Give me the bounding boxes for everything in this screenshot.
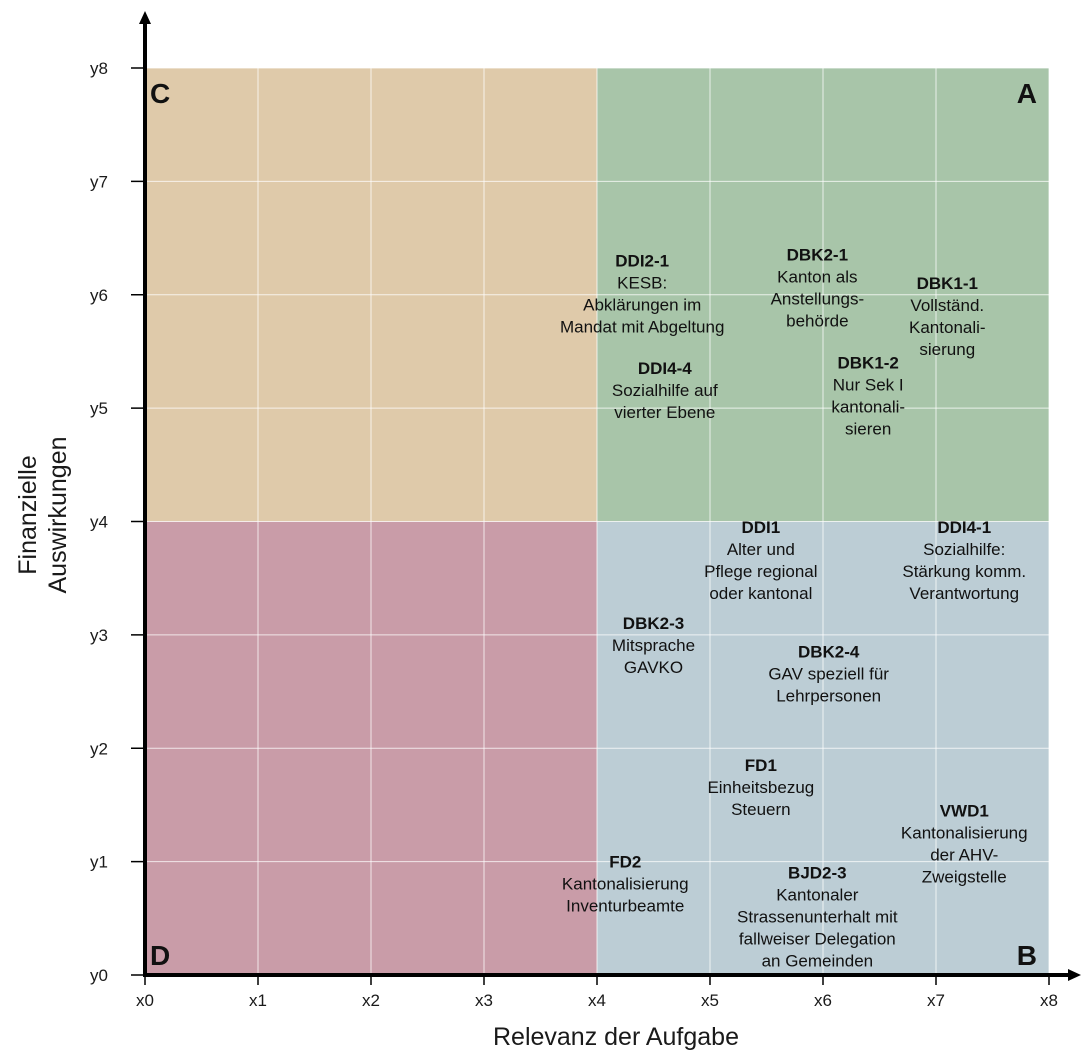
item-desc-line: Steuern bbox=[731, 800, 791, 819]
item-ddi4-4: DDI4-4 Sozialhilfe auf vierter Ebene bbox=[612, 359, 718, 422]
y-axis-title: Finanzielle Auswirkungen bbox=[14, 436, 72, 593]
item-desc-line: Lehrpersonen bbox=[776, 687, 881, 706]
item-desc-line: Anstellungs- bbox=[771, 290, 865, 309]
y-tick-label: y6 bbox=[90, 286, 108, 305]
item-desc-line: oder kantonal bbox=[709, 584, 812, 603]
item-dbk2-3: DBK2-3 Mitsprache GAVKO bbox=[612, 614, 695, 677]
y-tick-label: y3 bbox=[90, 626, 108, 645]
axis-titles-layer: Relevanz der Aufgabe Finanzielle Auswirkun… bbox=[14, 436, 739, 1051]
grid-layer bbox=[145, 67, 1050, 975]
item-desc-line: Mitsprache bbox=[612, 636, 695, 655]
quadrant-label-d: D bbox=[150, 940, 170, 971]
y-axis-arrow bbox=[139, 11, 151, 24]
item-desc-line: Zweigstelle bbox=[922, 867, 1007, 886]
item-desc-line: vierter Ebene bbox=[614, 403, 715, 422]
item-desc-line: Kantonali- bbox=[909, 318, 986, 337]
item-desc-line: Alter und bbox=[727, 540, 795, 559]
item-desc-line: Kantonalisierung bbox=[901, 823, 1028, 842]
item-fd1: FD1 Einheitsbezug Steuern bbox=[707, 756, 814, 819]
item-desc-line: Kanton als bbox=[777, 268, 857, 287]
item-code: DBK2-4 bbox=[798, 643, 860, 662]
item-code: DBK2-1 bbox=[787, 246, 848, 265]
x-tick-label: x0 bbox=[136, 991, 154, 1010]
item-code: DBK2-3 bbox=[623, 614, 684, 633]
item-code: DDI1 bbox=[741, 518, 780, 537]
item-dbk1-1: DBK1-1 Vollständ. Kantonali-sierung bbox=[909, 274, 986, 359]
item-code: DBK1-1 bbox=[917, 274, 978, 293]
item-code: DDI2-1 bbox=[615, 251, 669, 270]
item-desc-line: fallweiser Delegation bbox=[739, 930, 896, 949]
y-tick-label: y2 bbox=[90, 739, 108, 758]
item-desc-line: behörde bbox=[786, 312, 848, 331]
item-code: FD2 bbox=[609, 852, 641, 871]
item-code: BJD2-3 bbox=[788, 864, 847, 883]
item-code: FD1 bbox=[745, 756, 777, 775]
x-tick-label: x3 bbox=[475, 991, 493, 1010]
x-tick-label: x5 bbox=[701, 991, 719, 1010]
y-tick-label: y0 bbox=[90, 966, 108, 985]
quadrant-label-a: A bbox=[1017, 78, 1037, 109]
item-dbk2-1: DBK2-1 Kanton als Anstellungs-behörde bbox=[771, 246, 865, 331]
item-code: DBK1-2 bbox=[837, 353, 898, 372]
item-bjd2-3: BJD2-3 Kantonaler Strassenunterhalt mit fal… bbox=[737, 864, 898, 971]
x-tick-label: x4 bbox=[588, 991, 606, 1010]
item-desc-line: Pflege regional bbox=[704, 562, 817, 581]
item-code: DDI4-1 bbox=[937, 518, 991, 537]
y-tick-label: y1 bbox=[90, 853, 108, 872]
y-tick-label: y5 bbox=[90, 399, 108, 418]
item-desc-line: Sozialhilfe auf bbox=[612, 381, 718, 400]
item-desc-line: Inventurbeamte bbox=[566, 896, 684, 915]
item-desc-line: Verantwortung bbox=[909, 584, 1019, 603]
y-axis-title-line: Auswirkungen bbox=[44, 436, 72, 593]
item-desc-line: Strassenunterhalt mit bbox=[737, 908, 898, 927]
item-desc-line: Einheitsbezug bbox=[707, 778, 814, 797]
items-layer: DDI2-1 KESB: Abklärungen im Mandat mit Abge… bbox=[560, 246, 1028, 971]
item-ddi1: DDI1 Alter und Pflege regional oder kantona… bbox=[704, 518, 817, 603]
item-desc-line: Abklärungen im bbox=[583, 295, 701, 314]
item-desc-line: sierung bbox=[919, 340, 975, 359]
item-desc-line: an Gemeinden bbox=[762, 952, 874, 971]
x-tick-label: x8 bbox=[1040, 991, 1058, 1010]
item-desc-line: Sozialhilfe: bbox=[923, 540, 1005, 559]
item-desc-line: Mandat mit Abgeltung bbox=[560, 317, 724, 336]
x-axis-title: Relevanz der Aufgabe bbox=[493, 1023, 739, 1051]
item-desc-line: Vollständ. bbox=[910, 296, 984, 315]
y-axis-title-line: Finanzielle bbox=[14, 455, 42, 575]
item-dbk2-4: DBK2-4 GAV speziell für Lehrpersonen bbox=[768, 643, 889, 706]
x-tick-label: x1 bbox=[249, 991, 267, 1010]
item-ddi2-1: DDI2-1 KESB: Abklärungen im Mandat mit Abge… bbox=[560, 251, 724, 336]
x-tick-label: x7 bbox=[927, 991, 945, 1010]
item-desc-line: Nur Sek I bbox=[833, 375, 904, 394]
item-desc-line: Kantonaler bbox=[776, 886, 859, 905]
y-tick-label: y4 bbox=[90, 513, 108, 532]
item-fd2: FD2 Kantonalisierung Inventurbeamte bbox=[562, 852, 689, 915]
tick-layer: y0 y1 y2 y3 y4 y5 y6 y7 y8 x0 x1 x2 x3 x4 x5 x6 x7 x8 bbox=[90, 59, 1058, 1010]
item-desc-line: Kantonalisierung bbox=[562, 874, 689, 893]
x-axis-arrow bbox=[1068, 969, 1081, 981]
item-ddi4-1: DDI4-1 Sozialhilfe: Stärkung komm. Verantwo… bbox=[902, 518, 1026, 603]
item-desc-line: KESB: bbox=[617, 273, 667, 292]
item-desc-line: der AHV- bbox=[930, 845, 998, 864]
item-dbk1-2: DBK1-2 Nur Sek I kantonali-sieren bbox=[831, 353, 905, 438]
quadrant-label-b: B bbox=[1017, 940, 1037, 971]
quadrant-label-c: C bbox=[150, 78, 170, 109]
item-code: DDI4-4 bbox=[638, 359, 692, 378]
item-vwd1: VWD1 Kantonalisierung der AHV- Zweigstelle bbox=[901, 801, 1028, 886]
y-tick-label: y7 bbox=[90, 172, 108, 191]
item-code: VWD1 bbox=[940, 801, 989, 820]
item-desc-line: kantonali- bbox=[831, 397, 905, 416]
x-tick-label: x6 bbox=[814, 991, 832, 1010]
x-tick-label: x2 bbox=[362, 991, 380, 1010]
item-desc-line: GAVKO bbox=[624, 658, 683, 677]
item-desc-line: Stärkung komm. bbox=[902, 562, 1026, 581]
y-tick-label: y8 bbox=[90, 59, 108, 78]
item-desc-line: GAV speziell für bbox=[768, 665, 889, 684]
item-desc-line: sieren bbox=[845, 419, 891, 438]
